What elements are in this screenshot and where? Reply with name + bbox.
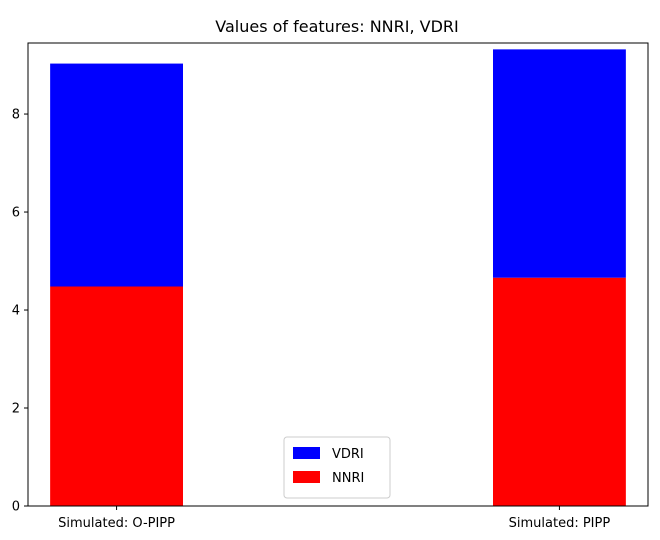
bar-vdri-1 — [50, 63, 184, 287]
bar-nnri-1 — [50, 286, 184, 506]
y-tick-label: 0 — [12, 500, 20, 515]
y-tick-label: 6 — [12, 206, 20, 221]
bar-vdri-2 — [493, 49, 626, 278]
x-axis: Simulated: O-PIPP Simulated: PIPP — [58, 506, 610, 531]
x-tick-label: Simulated: PIPP — [509, 516, 611, 531]
plot-area — [27, 42, 649, 507]
bar-nnri-2 — [493, 277, 626, 506]
y-tick-label: 8 — [12, 108, 20, 123]
y-tick-label: 4 — [12, 304, 20, 319]
legend-label-vdri: VDRI — [332, 447, 364, 462]
y-tick-label: 2 — [12, 402, 20, 417]
x-tick-label: Simulated: O-PIPP — [58, 516, 175, 531]
y-axis: 0 2 4 6 8 — [12, 108, 28, 515]
axes-frame — [27, 42, 649, 507]
legend: VDRI NNRI — [283, 436, 391, 499]
legend-swatch-nnri — [293, 471, 320, 483]
chart-title: Values of features: NNRI, VDRI — [215, 17, 459, 36]
legend-label-nnri: NNRI — [332, 471, 364, 486]
legend-swatch-vdri — [293, 447, 320, 459]
